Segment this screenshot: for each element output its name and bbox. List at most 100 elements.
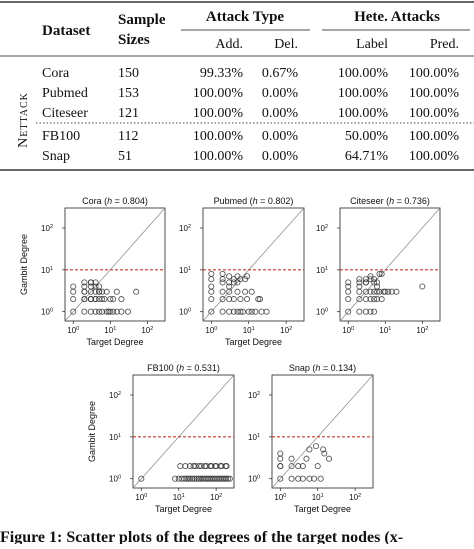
data-point [224,475,232,482]
data-point [103,308,110,315]
data-point [325,455,333,462]
data-point [99,308,106,315]
data-point [222,463,229,470]
side-label-nettack: Nettack [16,92,31,148]
cell-del: 0.00% [262,129,299,144]
data-point [277,450,284,457]
cell-add: 100.00% [193,149,244,164]
scatter-plot: Citeseer (h = 0.736) 100 100 101 101 102 102 [316,196,441,335]
data-point [299,475,306,482]
data-point [311,475,318,482]
data-point [362,296,369,303]
cell-label: 50.00% [345,129,389,144]
data-point [312,443,320,450]
data-point [70,288,77,295]
data-point [181,475,188,482]
plot-title: Cora (h = 0.804) [82,196,148,206]
data-point [321,450,328,457]
y-tick-label: 100 [41,308,53,317]
data-point [197,475,204,482]
data-point [223,475,230,482]
cell-pred: 100.00% [409,129,460,144]
header-sample-line2: Sizes [118,32,150,48]
data-point [385,288,392,295]
plot-title-name: Pubmed ( [214,196,253,206]
data-point [70,296,77,303]
diagonal-line [271,374,374,489]
diagonal-line [339,207,441,322]
plot-title-h-value: = 0.531) [184,363,220,373]
cell-label: 100.00% [338,86,389,101]
plot-title-h-symbol: h [389,196,394,206]
data-point [277,463,284,470]
table-row: Pubmed 153 100.00% 0.00% 100.00% 100.00% [42,86,459,101]
data-point [226,308,233,315]
data-point [356,283,363,290]
plot-title: Snap (h = 0.134) [289,363,356,373]
x-tick-label: 102 [210,493,222,502]
cell-label: 100.00% [338,106,389,121]
data-point [374,283,381,290]
y-axis-label: Gambit Degree [19,234,29,295]
figure-caption: Figure 1: Scatter plots of the degrees o… [0,529,403,544]
plot-frame [64,207,166,322]
data-point [374,296,381,303]
header-sample-line1: Sample [118,12,166,28]
data-point [192,463,199,470]
y-tick-label: 101 [248,433,260,442]
data-point [196,463,203,470]
data-point [371,296,378,303]
table-row: FB100 112 100.00% 0.00% 50.00% 100.00% [42,129,459,144]
y-tick-label: 100 [248,475,260,484]
data-point [320,446,327,453]
y-tick-label: 102 [109,391,121,400]
plot-title-h-value: = 0.804) [112,196,148,206]
cell-dataset: Pubmed [42,86,88,101]
cell-dataset: Snap [42,149,70,164]
cell-add: 100.00% [193,129,244,144]
data-point [303,455,310,462]
data-point [362,276,369,283]
cell-label: 64.71% [345,149,389,164]
y-tick-label: 101 [109,433,121,442]
data-point [277,475,284,482]
data-point [306,475,313,482]
diagonal-line [202,207,305,322]
data-point [242,288,249,295]
x-tick-label: 101 [379,326,391,335]
y-tick-label: 101 [316,266,328,275]
data-point [299,463,306,470]
header-attack-type: Attack Type [206,9,285,25]
cell-del: 0.00% [262,86,299,101]
cell-pred: 100.00% [409,86,460,101]
data-point [367,296,374,303]
scatter-plot: Pubmed (h = 0.802) 100 100 101 101 102 102 Targ… [179,196,305,347]
data-point [193,475,200,482]
x-tick-label: 100 [274,493,286,502]
data-point [92,279,99,286]
data-point [230,308,237,315]
data-point [81,296,88,303]
data-point [288,455,295,462]
x-axis-label: Target Degree [294,504,351,514]
data-point [133,288,140,295]
data-point [237,276,244,283]
data-point [185,475,192,482]
data-point [208,276,215,283]
plot-title-h-symbol: h [179,363,184,373]
data-point [118,308,125,315]
data-point [317,475,324,482]
y-tick-label: 102 [179,224,191,233]
x-tick-label: 100 [67,326,79,335]
data-point [186,475,194,482]
data-point [356,288,363,295]
x-tick-label: 101 [312,493,324,502]
x-tick-label: 102 [416,326,428,335]
data-point [208,296,215,303]
table-body: Cora 150 99.33% 0.67% 100.00% 100.00% Pubmed 15… [42,66,459,164]
x-axis-label: Target Degree [86,337,143,347]
data-point [367,288,374,295]
data-point [237,308,244,315]
data-point [92,283,99,290]
data-point [87,308,94,315]
